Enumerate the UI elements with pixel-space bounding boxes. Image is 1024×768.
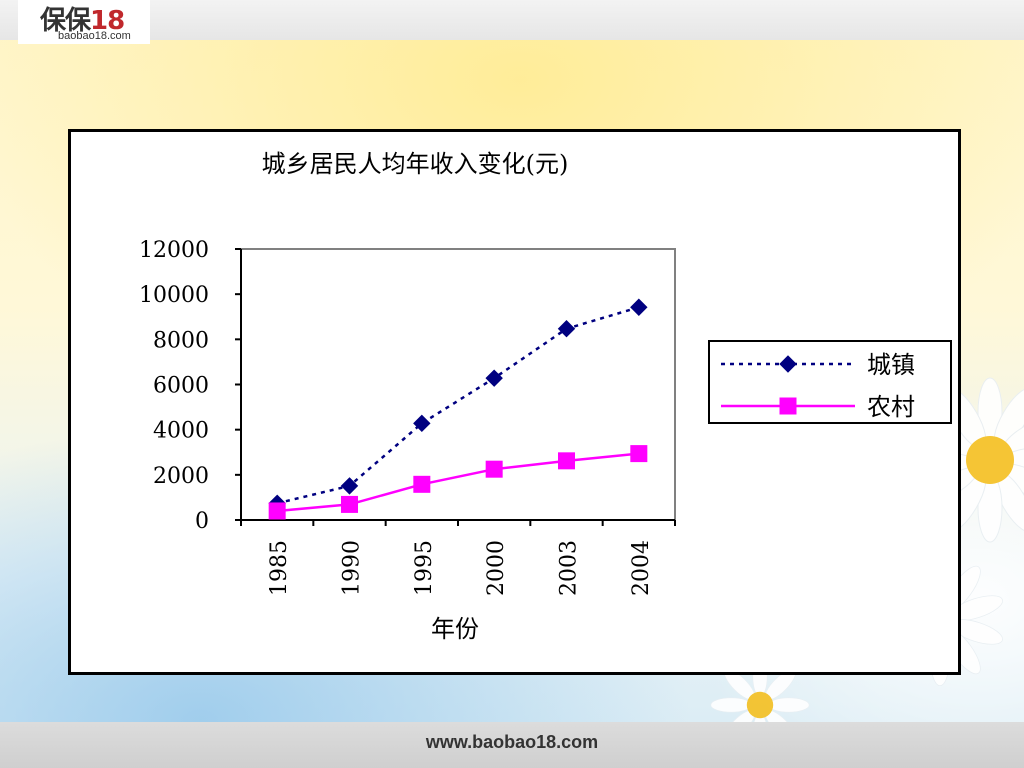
legend-label: 农村 (867, 393, 915, 421)
series-2 (268, 445, 648, 520)
footer-url[interactable]: www.baobao18.com (425, 732, 599, 752)
line-chart: 城乡居民人均年收入变化(元) 0 2000 4000 6000 8000 10000 120… (139, 150, 952, 643)
x-axis-label: 年份 (431, 615, 479, 643)
top-bar (0, 0, 1024, 40)
x-tick-label: 2000 (484, 540, 509, 596)
bottom-bar (0, 722, 1024, 768)
y-tick-label: 2000 (153, 464, 209, 489)
legend-swatch-marker (779, 397, 797, 415)
y-tick-label: 10000 (139, 283, 209, 308)
logo-wordmark: 保保18 (40, 6, 125, 36)
data-point (340, 477, 359, 495)
y-tick-label: 12000 (139, 238, 209, 263)
data-point (485, 460, 503, 478)
legend-item: 城镇 (721, 351, 915, 379)
data-point (630, 445, 648, 463)
chart-title: 城乡居民人均年收入变化(元) (262, 150, 569, 178)
legend-swatch-marker (779, 355, 797, 373)
data-point (413, 414, 431, 433)
x-tick-label: 2003 (557, 540, 582, 596)
y-tick-label: 0 (195, 509, 209, 534)
legend-item: 农村 (721, 393, 915, 421)
x-tick-label: 1995 (412, 540, 437, 596)
y-axis: 0 2000 4000 6000 8000 10000 12000 (139, 238, 242, 534)
legend-box (708, 340, 952, 424)
logo[interactable]: 保保18 baobao18.com (18, 0, 150, 44)
y-tick-label: 8000 (153, 328, 209, 353)
x-tick-label: 2004 (629, 540, 654, 596)
y-tick-label: 4000 (153, 419, 209, 444)
x-tick-label: 1985 (267, 540, 292, 596)
x-tick-label: 1990 (340, 540, 365, 596)
data-point (558, 452, 575, 470)
x-axis: 1985 1990 1995 2000 2003 2004 (240, 519, 676, 596)
logo-subtext: baobao18.com (58, 30, 131, 42)
chart-frame: 城乡居民人均年收入变化(元) 0 2000 4000 6000 8000 10000 120… (68, 129, 961, 675)
series-layer (268, 298, 648, 520)
y-tick-label: 6000 (153, 374, 209, 399)
data-point (557, 320, 576, 338)
data-point (630, 298, 648, 316)
legend-label: 城镇 (867, 351, 915, 379)
series-line (277, 452, 639, 513)
data-point (485, 369, 503, 387)
data-point (341, 495, 358, 513)
data-point (268, 502, 286, 520)
data-point (413, 475, 431, 493)
plot-area (240, 248, 676, 521)
